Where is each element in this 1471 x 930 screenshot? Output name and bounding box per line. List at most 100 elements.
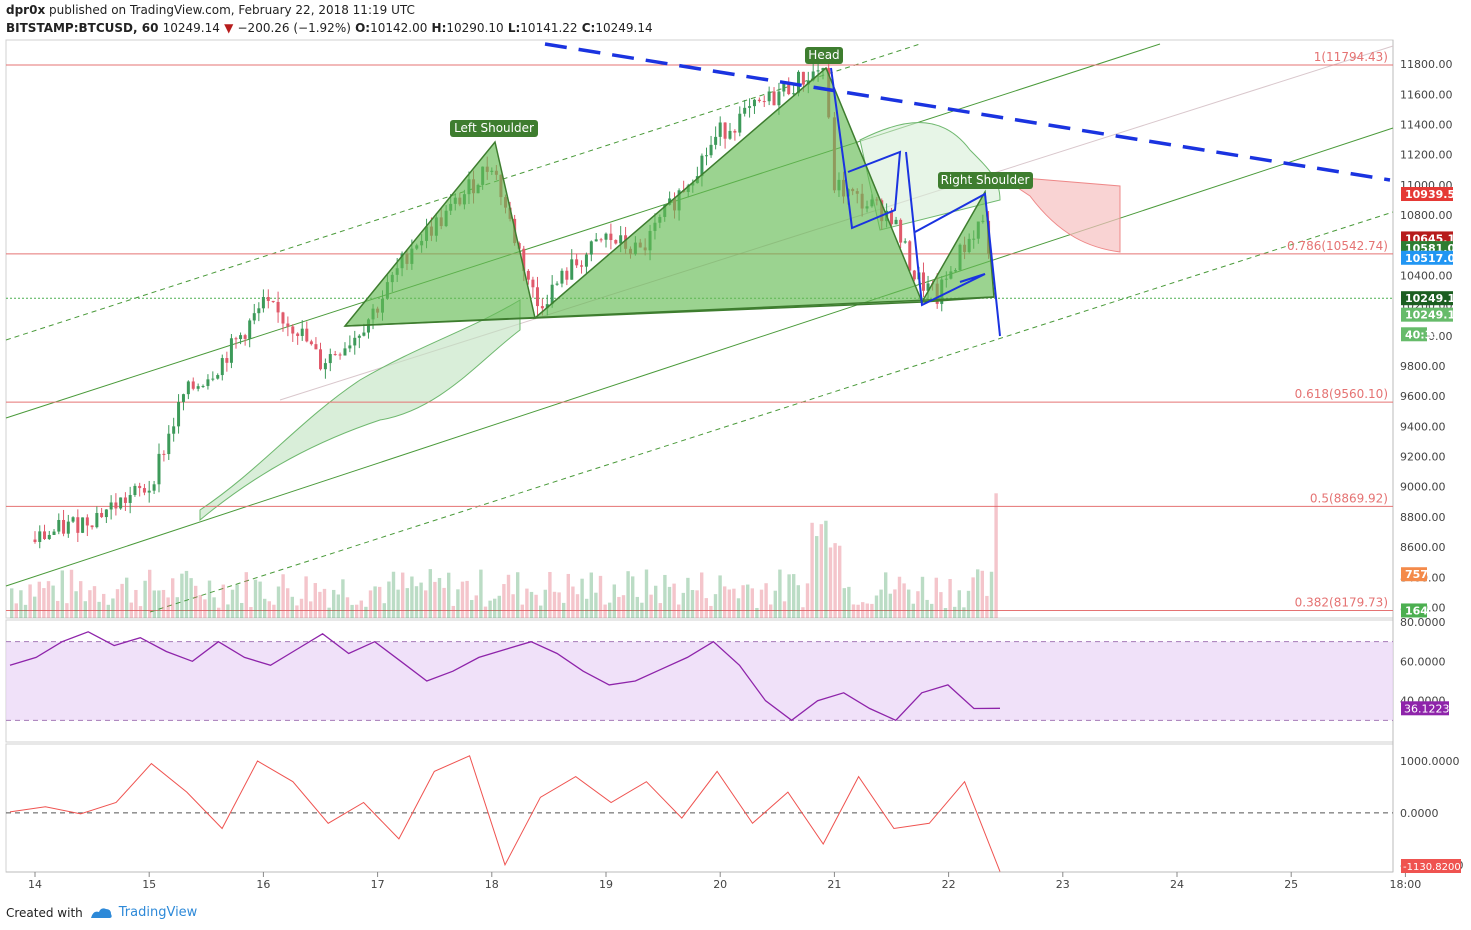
candle-body [762, 101, 766, 103]
cci-last-label: -1130.8200 [1403, 862, 1461, 873]
symbol-legend: BITSTAMP:BTCUSD, 60 10249.14 ▼ −200.26 (… [6, 21, 653, 35]
candle-body [570, 259, 574, 280]
candle-body [580, 265, 584, 267]
volume-bar [654, 585, 658, 618]
channel-line-1[interactable] [5, 127, 1394, 587]
volume-bar [580, 578, 584, 618]
volume-bar [879, 589, 883, 618]
volume-bar [865, 603, 869, 618]
candle-body [123, 497, 127, 503]
volume-bar [750, 588, 754, 618]
volume-bar [828, 547, 833, 618]
volume-bar [902, 583, 906, 618]
candle-body [90, 525, 94, 528]
volume-bar [83, 601, 87, 618]
candle-body [62, 519, 66, 534]
volume-bar [244, 572, 248, 618]
candle-body [248, 320, 252, 339]
candle-body [926, 283, 930, 291]
rsi-line[interactable] [9, 631, 1001, 722]
volume-bar [916, 591, 920, 618]
candle-body [104, 509, 108, 518]
volume-bar [810, 522, 814, 618]
close-value: 10249.14 [595, 21, 653, 35]
volume-bar [157, 590, 161, 618]
candle-body [162, 453, 166, 455]
volume-bar [943, 607, 948, 618]
flag-pattern-2[interactable] [905, 151, 986, 307]
candle-body [206, 379, 210, 386]
price-tag-label-5: 10249.14 [1405, 309, 1463, 322]
volume-bar [603, 604, 607, 618]
volume-bar [948, 579, 952, 618]
candle-body [52, 531, 56, 535]
left-shoulder-label[interactable]: Left Shoulder [450, 120, 538, 137]
open-value: 10142.00 [370, 21, 428, 35]
channel-line-2[interactable] [5, 43, 1161, 419]
flag-pattern-1[interactable] [830, 67, 902, 230]
candle-body [220, 358, 224, 376]
price-tick-label: 9800.00 [1400, 360, 1446, 373]
candle-body [85, 517, 89, 526]
volume-bar [773, 590, 777, 618]
candle-body [296, 333, 300, 336]
candle-body [252, 313, 256, 321]
volume-bar [506, 574, 511, 618]
neckline[interactable] [344, 296, 995, 327]
volume-bar [28, 584, 32, 618]
volume-bar [571, 586, 575, 618]
head-pattern[interactable] [532, 66, 924, 319]
volume-bar [732, 588, 736, 618]
volume-bar [364, 606, 368, 618]
channel-line-4[interactable] [149, 211, 1394, 613]
tradingview-brand[interactable]: TradingView [118, 905, 198, 920]
high-label: H: [431, 21, 447, 35]
volume-bar [833, 543, 837, 618]
last-price: 10249.14 [162, 21, 220, 35]
price-tag-5 [1401, 307, 1453, 322]
volume-bar [838, 545, 842, 618]
volume-bar [396, 589, 400, 618]
flag-pattern-3[interactable] [914, 192, 1001, 337]
volume-bar [856, 604, 860, 618]
volume-bar [152, 590, 156, 618]
volume-bar [985, 595, 989, 618]
cci-tick-label: 1000.0000 [1400, 755, 1460, 768]
symbol-name[interactable]: BITSTAMP:BTCUSD, 60 [6, 21, 159, 35]
volume-bar [640, 602, 644, 618]
cci-line[interactable] [9, 755, 1001, 872]
volume-bar [953, 606, 957, 618]
volume-bar [631, 576, 635, 618]
cloud-red [999, 175, 1121, 253]
volume-bar [180, 573, 184, 618]
author-name[interactable]: dpr0x [6, 3, 46, 17]
volume-bar [184, 570, 189, 618]
candle-body [801, 71, 805, 85]
volume-bar [635, 596, 639, 618]
volume-bar [815, 536, 819, 618]
candle-body [890, 210, 893, 225]
candle-body [733, 130, 737, 133]
right-shoulder-label[interactable]: Right Shoulder [938, 172, 1033, 189]
close-label: C: [581, 21, 596, 35]
volume-bar [456, 589, 460, 618]
candle-body [261, 297, 265, 309]
volume-bar [235, 584, 239, 618]
candle-body [797, 71, 801, 94]
volume-bar [470, 599, 474, 618]
fib-label-1: 0.786(10542.74) [1287, 239, 1388, 253]
candle-body [348, 345, 352, 349]
time-tick-label: 18 [485, 878, 499, 891]
head-label[interactable]: Head [805, 47, 843, 64]
volume-bar [543, 589, 547, 618]
descending-trendline[interactable] [544, 42, 1391, 182]
volume-bar [97, 601, 101, 618]
volume-bar [56, 600, 60, 618]
volume-bar [934, 577, 938, 618]
volume-bar [989, 571, 994, 618]
candle-body [33, 539, 37, 542]
publish-info: dpr0x published on TradingView.com, Febr… [6, 3, 415, 17]
left-shoulder-pattern[interactable] [343, 140, 536, 327]
volume-bar [621, 595, 626, 618]
